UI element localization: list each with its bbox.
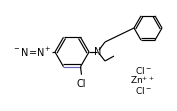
- Text: Cl: Cl: [77, 79, 86, 89]
- Text: $^-$N=N$^+$: $^-$N=N$^+$: [12, 45, 52, 58]
- Text: Zn$^{++}$: Zn$^{++}$: [130, 74, 156, 86]
- Text: N: N: [94, 47, 102, 57]
- Text: Cl$^-$: Cl$^-$: [135, 84, 151, 95]
- Text: Cl$^-$: Cl$^-$: [135, 64, 151, 75]
